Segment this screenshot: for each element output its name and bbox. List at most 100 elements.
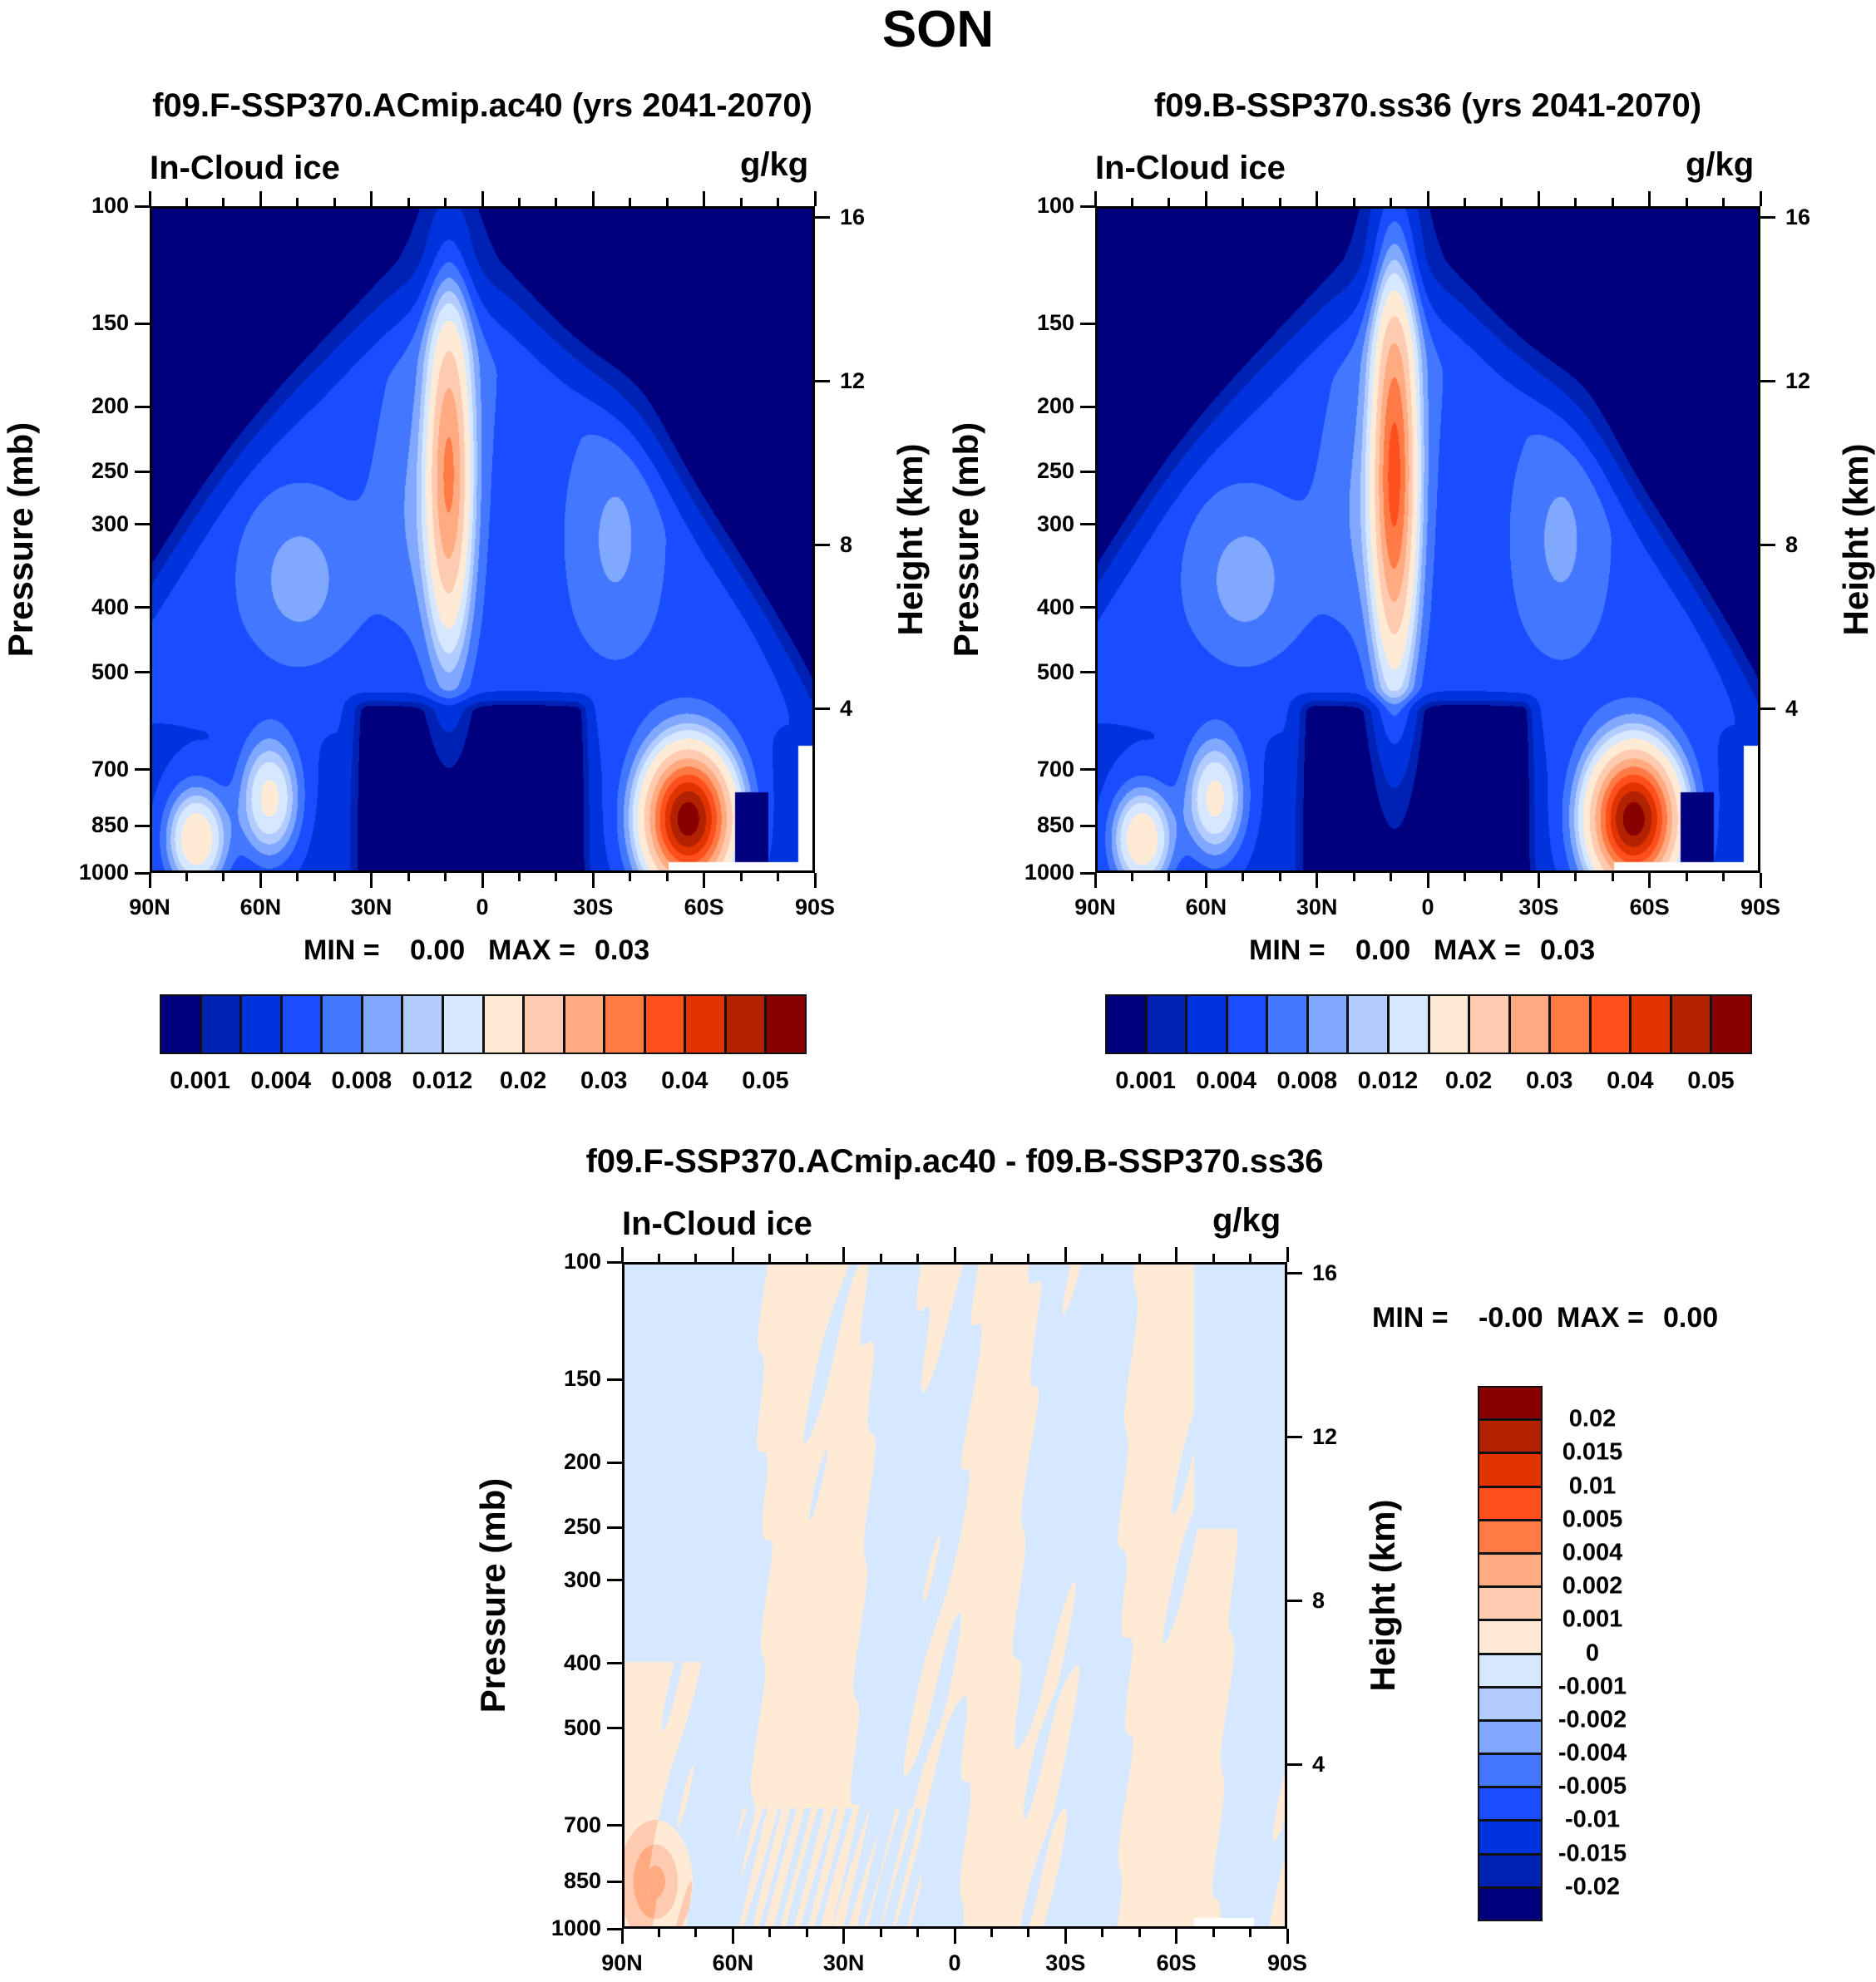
x-tick-top xyxy=(517,198,521,206)
y-tick-label: 200 xyxy=(91,393,129,419)
min-label: MIN = xyxy=(304,934,380,966)
y-right-tick xyxy=(815,544,830,547)
x-tick-bottom xyxy=(1027,1929,1030,1937)
y-right-tick xyxy=(815,216,830,219)
y-tick xyxy=(607,1378,622,1381)
x-tick-label: 30S xyxy=(1045,1950,1086,1975)
x-tick-bottom xyxy=(1648,873,1651,888)
x-tick-top xyxy=(805,1254,808,1262)
x-tick-bottom xyxy=(1249,1929,1252,1937)
x-tick-top xyxy=(879,1254,882,1262)
x-tick-bottom xyxy=(333,873,336,881)
colorbar-label: 0.004 xyxy=(1562,1539,1623,1566)
x-tick-label: 90N xyxy=(601,1950,643,1975)
x-tick-bottom xyxy=(990,1929,993,1937)
y-right-tick xyxy=(1760,216,1775,219)
colorbar-label: 0.04 xyxy=(661,1067,708,1094)
y-tick xyxy=(135,671,150,674)
colorbar-box xyxy=(1711,994,1752,1054)
x-tick-top xyxy=(1352,198,1355,206)
min-value: 0.00 xyxy=(1355,934,1411,966)
x-tick-label: 90S xyxy=(1740,895,1781,920)
y-tick xyxy=(1080,405,1095,408)
x-tick-label: 60N xyxy=(239,895,282,920)
variable-label: In-Cloud ice xyxy=(150,150,340,186)
colorbar-label: 0 xyxy=(1585,1639,1600,1666)
x-tick-bottom xyxy=(222,873,225,881)
x-tick-bottom xyxy=(657,1929,660,1937)
x-tick-top xyxy=(1500,198,1503,206)
x-tick-top xyxy=(1101,1254,1104,1262)
x-tick-top xyxy=(768,1254,772,1262)
x-tick-bottom xyxy=(259,873,262,888)
y-tick-label: 300 xyxy=(1036,510,1074,536)
colorbar-label: 0.02 xyxy=(1568,1405,1617,1432)
panel-title: f09.F-SSP370.ACmip.ac40 - f09.B-SSP370.s… xyxy=(585,1143,1324,1180)
units-label: g/kg xyxy=(1686,146,1755,183)
x-tick-top xyxy=(1212,1254,1215,1262)
colorbar-box xyxy=(1549,994,1591,1054)
y-tick-label: 850 xyxy=(563,1868,601,1894)
y-tick-label: 300 xyxy=(91,510,129,536)
colorbar-box xyxy=(1478,1386,1543,1421)
x-tick-bottom xyxy=(296,873,299,881)
colorbar-box xyxy=(1478,1686,1543,1721)
x-tick-top xyxy=(1426,191,1429,206)
x-tick-top xyxy=(657,1254,660,1262)
y-tick xyxy=(607,1824,622,1827)
x-tick-top xyxy=(1286,1247,1289,1262)
x-tick-bottom xyxy=(1685,873,1688,881)
x-tick-bottom xyxy=(1212,1929,1215,1937)
colorbar-label: 0.004 xyxy=(1196,1067,1256,1094)
x-tick-top xyxy=(407,198,410,206)
y-tick-label: 500 xyxy=(563,1714,601,1740)
x-tick-label: 60S xyxy=(1629,895,1670,920)
y-tick xyxy=(135,606,150,609)
colorbar-label: 0.008 xyxy=(1276,1067,1338,1094)
colorbar-label: -0.004 xyxy=(1558,1739,1627,1767)
colorbar-box xyxy=(200,994,242,1054)
colorbar-box xyxy=(1478,1552,1543,1588)
colorbar-box xyxy=(442,994,484,1054)
x-tick-label: 90N xyxy=(1074,895,1116,920)
x-tick-bottom xyxy=(591,873,595,888)
y-right-tick xyxy=(1760,380,1775,383)
y-tick xyxy=(135,768,150,772)
x-tick-top xyxy=(1722,198,1725,206)
y-tick xyxy=(607,1461,622,1464)
y-tick-label: 1000 xyxy=(1024,860,1074,885)
colorbar-label: 0.03 xyxy=(1525,1067,1573,1094)
y-right-axis-title: Height (km) xyxy=(1363,1499,1402,1692)
y-tick xyxy=(1080,768,1095,772)
y-tick-label: 400 xyxy=(91,594,129,619)
colorbar-box xyxy=(1347,994,1389,1054)
x-tick-top xyxy=(694,1254,698,1262)
x-tick-bottom xyxy=(555,873,558,881)
y-right-tick-label: 4 xyxy=(840,695,853,721)
y-right-tick-label: 12 xyxy=(1785,367,1811,393)
min-value: 0.00 xyxy=(410,934,466,966)
units-label: g/kg xyxy=(1212,1202,1281,1239)
x-tick-top xyxy=(1242,198,1245,206)
y-axis-title: Pressure (mb) xyxy=(473,1477,512,1713)
variable-label: In-Cloud ice xyxy=(622,1205,812,1242)
y-tick-label: 150 xyxy=(91,310,129,336)
contour-field xyxy=(1095,206,1760,873)
x-tick-bottom xyxy=(777,873,780,881)
colorbar-box xyxy=(1478,1719,1543,1755)
colorbar-box xyxy=(361,994,403,1054)
colorbar-box xyxy=(523,994,565,1054)
colorbar-box xyxy=(1478,1820,1543,1855)
contour-field xyxy=(622,1262,1287,1929)
colorbar-box xyxy=(1186,994,1227,1054)
colorbar-box xyxy=(1105,994,1147,1054)
x-tick-top xyxy=(1130,198,1133,206)
min-label: MIN = xyxy=(1372,1302,1449,1334)
x-tick-bottom xyxy=(1463,873,1466,881)
y-tick xyxy=(607,1662,622,1665)
y-tick-label: 200 xyxy=(1036,393,1074,419)
colorbar-label: 0.004 xyxy=(250,1067,311,1094)
colorbar-box xyxy=(1478,1519,1543,1554)
units-label: g/kg xyxy=(740,146,809,183)
colorbar-label: -0.001 xyxy=(1558,1673,1627,1700)
